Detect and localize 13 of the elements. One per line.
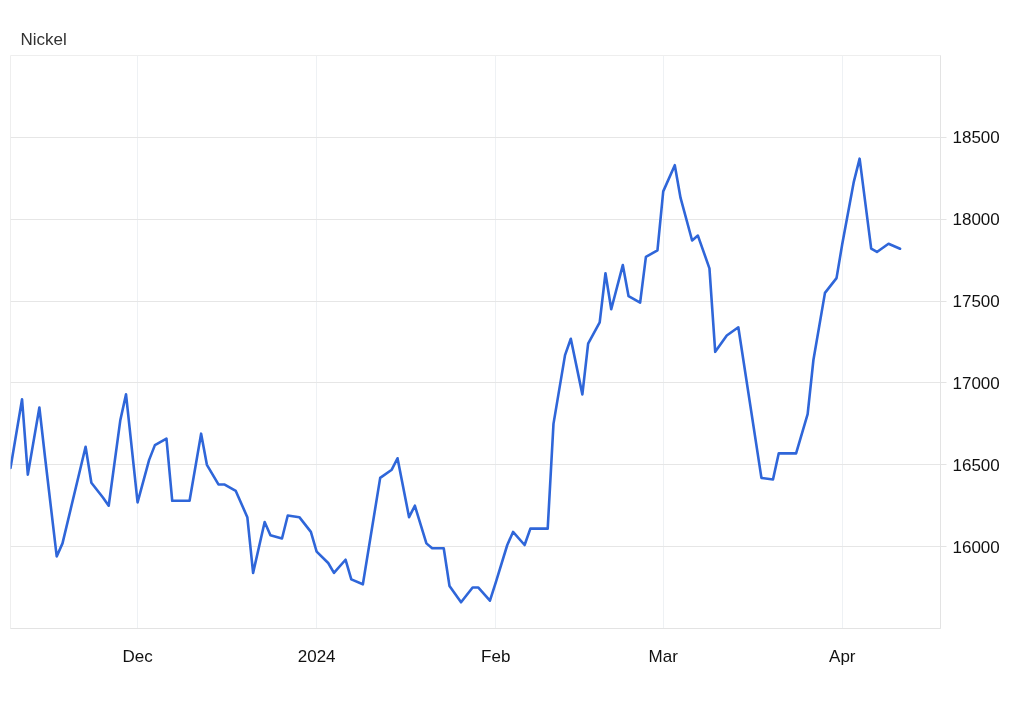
x-tick-label: Feb (481, 646, 511, 666)
y-tick-label: 16500 (952, 455, 1000, 475)
y-tick-label: 17000 (952, 373, 1000, 393)
y-tick-label: 18000 (952, 210, 1000, 230)
line-series (10, 157, 902, 604)
y-tick-label: 16000 (952, 537, 1000, 557)
y-tick-label: 17500 (952, 292, 1000, 312)
y-tick-label: 18500 (952, 128, 1000, 148)
chart-title: Nickel (20, 29, 67, 49)
x-tick-label: 2024 (297, 646, 336, 666)
x-tick-label: Mar (648, 646, 679, 666)
x-tick-label: Dec (122, 646, 154, 666)
x-tick-label: Apr (829, 646, 856, 666)
